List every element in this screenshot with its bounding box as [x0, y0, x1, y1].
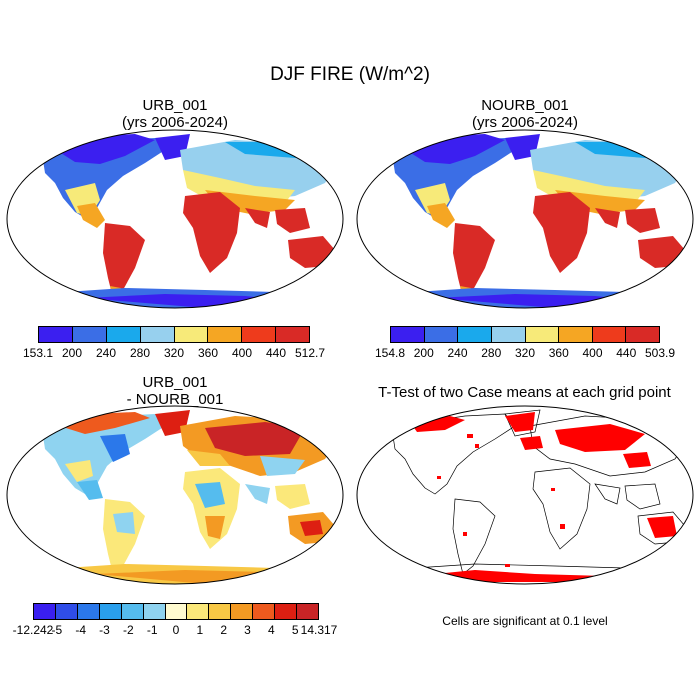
urb-panel-title: URB_001 (yrs 2006-2024): [75, 97, 275, 131]
urb-colorbar: [38, 326, 310, 343]
nourb-panel-title: NOURB_001 (yrs 2006-2024): [425, 97, 625, 131]
diff-title-line2: - NOURB_001: [126, 391, 224, 408]
urb-colorbar-label: 440: [265, 346, 287, 360]
nourb-colorbar-swatch: [491, 327, 526, 342]
nourb-colorbar-label: 320: [514, 346, 536, 360]
nourb-colorbar-swatch: [424, 327, 459, 342]
urb-colorbar-label: 153.1: [22, 346, 54, 360]
diff-colorbar-swatch: [55, 604, 78, 619]
significance-note: Cells are significant at 0.1 level: [442, 614, 608, 628]
diff-colorbar-swatch: [121, 604, 144, 619]
urb-colorbar-label: 240: [95, 346, 117, 360]
urb-map: [6, 129, 344, 309]
diff-colorbar-label: -3: [99, 623, 110, 637]
nourb-colorbar-label: 400: [582, 346, 603, 360]
nourb-colorbar-swatch: [592, 327, 627, 342]
urb-colorbar-label: 360: [197, 346, 219, 360]
diff-colorbar-label: -12.242: [12, 623, 54, 637]
diff-colorbar-label: -2: [122, 623, 134, 637]
urb-colorbar-label: 200: [61, 346, 83, 360]
nourb-colorbar-label: 240: [447, 346, 468, 360]
nourb-colorbar-swatch: [391, 327, 425, 342]
nourb-title-line1: NOURB_001: [481, 97, 569, 114]
diff-colorbar-label: 3: [244, 623, 251, 637]
diff-colorbar-swatch: [253, 604, 276, 619]
diff-colorbar-swatch: [275, 604, 298, 619]
urb-colorbar-swatch: [242, 327, 277, 342]
nourb-colorbar-label: 280: [481, 346, 502, 360]
nourb-colorbar-label: 200: [413, 346, 434, 360]
nourb-colorbar-label: 154.8: [374, 346, 406, 360]
diff-colorbar-label: 2: [220, 623, 227, 637]
diff-colorbar-swatch: [165, 604, 188, 619]
nourb-title-line2: (yrs 2006-2024): [472, 114, 578, 131]
urb-colorbar-label: 512.7: [294, 346, 326, 360]
nourb-colorbar-labels: 154.8 200 240 280 320 360 400 440 503.9: [375, 346, 675, 360]
urb-colorbar-swatch: [208, 327, 243, 342]
nourb-colorbar-swatch: [458, 327, 492, 342]
diff-colorbar-label: 14.317: [300, 623, 338, 637]
figure-title: DJF FIRE (W/m^2): [270, 64, 430, 85]
diff-colorbar-swatch: [143, 604, 166, 619]
diff-colorbar-swatch: [231, 604, 254, 619]
ttest-panel-title: T-Test of two Case means at each grid po…: [378, 384, 671, 401]
diff-colorbar-swatch: [187, 604, 210, 619]
diff-colorbar-label: -1: [146, 623, 158, 637]
urb-colorbar-label: 320: [163, 346, 185, 360]
nourb-colorbar-swatch: [525, 327, 560, 342]
nourb-colorbar-swatch: [559, 327, 593, 342]
diff-colorbar-label: 5: [291, 623, 299, 637]
urb-colorbar-swatch: [72, 327, 107, 342]
urb-colorbar-label: 400: [231, 346, 253, 360]
urb-colorbar-swatch: [174, 327, 209, 342]
diff-map: [6, 405, 344, 585]
diff-colorbar-swatch: [297, 604, 318, 619]
nourb-colorbar-label: 503.9: [644, 346, 676, 360]
diff-colorbar-label: -4: [75, 623, 86, 637]
urb-title-line2: (yrs 2006-2024): [122, 114, 228, 131]
urb-colorbar-swatch: [106, 327, 141, 342]
urb-title-line1: URB_001: [142, 97, 208, 114]
ttest-map: [356, 405, 694, 585]
diff-colorbar-swatch: [34, 604, 56, 619]
diff-colorbar-label: -5: [51, 623, 63, 637]
urb-colorbar-swatch: [140, 327, 175, 342]
diff-colorbar-swatch: [209, 604, 232, 619]
nourb-colorbar-label: 440: [616, 346, 637, 360]
diff-colorbar-swatch: [99, 604, 122, 619]
nourb-colorbar-swatch: [626, 327, 659, 342]
urb-colorbar-labels: 153.1 200 240 280 320 360 400 440 512.7: [23, 346, 325, 360]
diff-colorbar-label: 1: [196, 623, 204, 637]
nourb-colorbar-label: 360: [548, 346, 569, 360]
urb-colorbar-swatch: [39, 327, 73, 342]
nourb-colorbar: [390, 326, 660, 343]
urb-colorbar-swatch: [276, 327, 309, 342]
diff-colorbar-labels: -12.242 -5 -4 -3 -2 -1 0 1 2 3 4 5 14.317: [13, 623, 338, 637]
diff-colorbar-swatch: [77, 604, 100, 619]
diff-colorbar-label: 4: [267, 623, 275, 637]
diff-panel-title: URB_001 - NOURB_001: [75, 374, 275, 408]
urb-colorbar-label: 280: [129, 346, 151, 360]
diff-colorbar: [33, 603, 319, 620]
nourb-map: [356, 129, 694, 309]
diff-colorbar-label: 0: [172, 623, 180, 637]
diff-title-line1: URB_001: [142, 374, 208, 391]
